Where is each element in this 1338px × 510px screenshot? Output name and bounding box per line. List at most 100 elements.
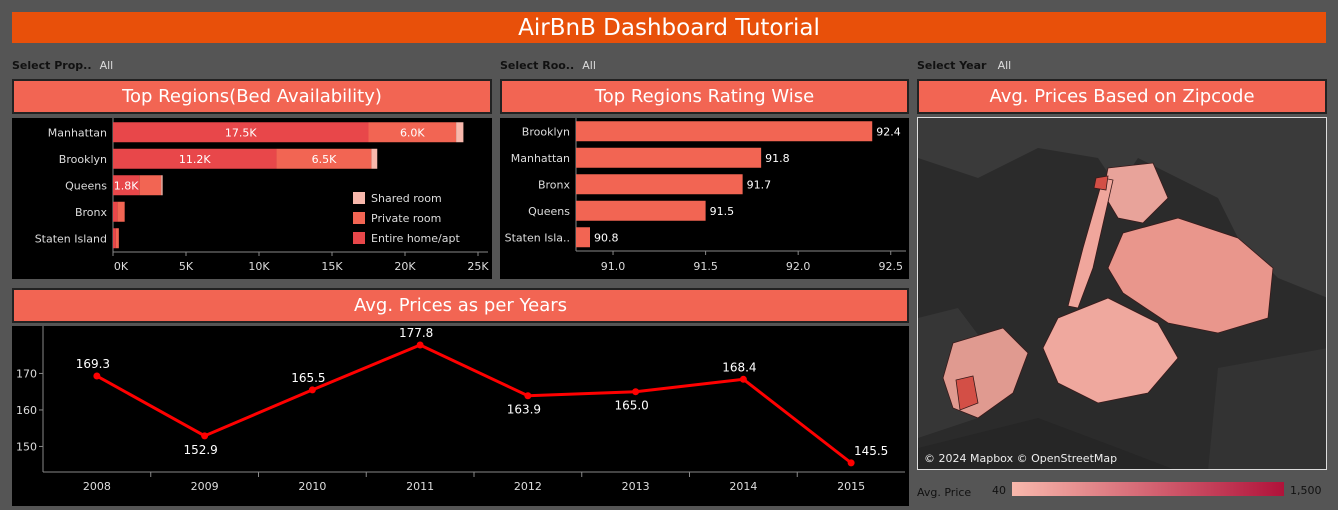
beds-x-tick-label: 0K — [114, 260, 129, 273]
years-chart-panel: 150 160 170 2008 2009 2010 2011 2012 2013 2014 201… — [12, 326, 909, 506]
beds-category-label: Bronx — [75, 206, 108, 219]
years-x-tick-label: 2014 — [729, 480, 757, 493]
rating-x-tick-label: 92.5 — [878, 260, 903, 273]
beds-bar-segment — [117, 201, 125, 222]
map-water-bay — [918, 418, 1173, 469]
years-price-label: 165.5 — [291, 371, 325, 385]
rating-chart-panel: Brooklyn 92.4 Manhattan 91.8 Bronx 91.7 Queens… — [500, 118, 909, 279]
map-zip-high-2[interactable] — [1093, 175, 1109, 191]
map-zip-high[interactable] — [955, 375, 979, 411]
years-price-label: 163.9 — [507, 403, 541, 417]
beds-bar-label: 11.2K — [179, 153, 211, 166]
years-y-tick-label: 170 — [16, 367, 37, 380]
beds-x-tick-label: 20K — [394, 260, 416, 273]
filter-year-value[interactable]: All — [997, 59, 1012, 72]
beds-bar-segment — [113, 201, 118, 222]
rating-x-tick-label: 92.0 — [786, 260, 811, 273]
rating-category-label: Bronx — [538, 178, 571, 191]
years-price-label: 177.8 — [399, 326, 433, 340]
filter-year-label: Select Year — [917, 59, 987, 72]
beds-chart: Manhattan 17.5K 6.0K Brooklyn 11.2K 6.5K Queen… — [35, 118, 489, 273]
rating-category-label: Staten Isla.. — [505, 231, 570, 244]
years-price-point — [847, 459, 855, 467]
beds-chart-panel: Manhattan 17.5K 6.0K Brooklyn 11.2K 6.5K Queen… — [12, 118, 492, 279]
beds-bar-label: 1.8K — [114, 179, 139, 192]
years-chart: 150 160 170 2008 2009 2010 2011 2012 2013 2014 201… — [16, 326, 905, 493]
years-x-tick-label: 2009 — [191, 480, 219, 493]
filter-property-value[interactable]: All — [99, 59, 114, 72]
map-land-north — [918, 118, 1326, 298]
beds-x-tick-label: 5K — [179, 260, 194, 273]
rating-category-label: Brooklyn — [522, 125, 570, 138]
filter-room-value[interactable]: All — [582, 59, 596, 72]
years-x-tick-label: 2013 — [622, 480, 650, 493]
beds-legend-swatch — [353, 192, 365, 204]
beds-legend-label: Entire home/apt — [371, 232, 460, 245]
zipcode-map[interactable]: © 2024 Mapbox © OpenStreetMap — [917, 117, 1327, 470]
map-region-queens[interactable] — [1107, 217, 1274, 334]
beds-legend-label: Shared room — [371, 192, 442, 205]
rating-category-label: Manhattan — [511, 152, 570, 165]
map-canvas[interactable] — [918, 118, 1327, 470]
rating-bar — [576, 174, 743, 195]
beds-bar-label: 6.5K — [312, 153, 337, 166]
years-price-label: 145.5 — [854, 444, 888, 458]
years-price-point — [308, 386, 316, 394]
years-x-tick-label: 2008 — [83, 480, 111, 493]
beds-bar-segment — [456, 122, 464, 143]
dashboard-title: AirBnB Dashboard Tutorial — [12, 12, 1326, 43]
filter-room[interactable]: Select Roo.. All — [500, 54, 596, 73]
filter-year[interactable]: Select Year All — [917, 54, 1011, 73]
map-attribution: © 2024 Mapbox © OpenStreetMap — [924, 452, 1118, 465]
filter-property[interactable]: Select Prop.. All — [12, 54, 113, 73]
beds-bar-segment — [371, 148, 378, 169]
rating-chart: Brooklyn 92.4 Manhattan 91.8 Bronx 91.7 Queens… — [505, 118, 906, 273]
beds-category-label: Queens — [65, 179, 107, 192]
beds-legend-swatch — [353, 232, 365, 244]
years-price-label: 165.0 — [614, 399, 648, 413]
years-price-point — [416, 341, 424, 349]
years-price-point — [739, 375, 747, 383]
map-region-manhattan[interactable] — [1067, 177, 1114, 309]
years-price-point — [524, 392, 532, 400]
rating-bar-label: 91.5 — [710, 205, 735, 218]
beds-category-label: Manhattan — [48, 126, 107, 139]
beds-bar-segment — [113, 148, 277, 169]
years-price-point — [632, 388, 640, 396]
beds-bar-segment — [161, 175, 163, 196]
rating-x-tick-label: 91.5 — [693, 260, 718, 273]
beds-bar-label: 6.0K — [400, 126, 425, 139]
rating-category-label: Queens — [528, 205, 570, 218]
years-price-line — [96, 343, 853, 465]
rating-bar — [576, 121, 873, 142]
beds-legend-label: Private room — [371, 212, 441, 225]
years-price-point — [93, 372, 101, 380]
years-panel-title: Avg. Prices as per Years — [12, 288, 909, 323]
years-x-tick-label: 2012 — [514, 480, 542, 493]
years-price-label: 152.9 — [183, 443, 217, 457]
map-panel-title: Avg. Prices Based on Zipcode — [917, 79, 1327, 114]
rating-bar — [576, 200, 706, 221]
beds-bar-label: 17.5K — [225, 126, 257, 139]
beds-bar-segment — [113, 175, 140, 196]
rating-bar-label: 90.8 — [594, 231, 619, 244]
beds-bar-segment — [115, 228, 119, 249]
rating-bar-label: 91.7 — [747, 178, 772, 191]
map-legend-max: 1,500 — [1290, 484, 1322, 497]
beds-x-tick-label: 25K — [467, 260, 489, 273]
map-legend-gradient — [1012, 482, 1284, 496]
beds-bar-segment — [368, 122, 457, 143]
years-price-label: 169.3 — [76, 357, 110, 371]
rating-bar-label: 92.4 — [876, 125, 901, 138]
beds-bar-segment — [276, 148, 372, 169]
beds-category-label: Staten Island — [35, 232, 107, 245]
map-region-brooklyn[interactable] — [1042, 297, 1179, 404]
filter-property-label: Select Prop.. — [12, 59, 92, 72]
rating-bar — [576, 227, 590, 248]
beds-panel-title: Top Regions(Bed Availability) — [12, 79, 492, 114]
rating-bar-label: 91.8 — [765, 152, 790, 165]
map-legend-min: 40 — [992, 484, 1006, 497]
beds-bar-segment — [139, 175, 162, 196]
years-price-point — [201, 432, 209, 440]
years-x-tick-label: 2011 — [406, 480, 434, 493]
